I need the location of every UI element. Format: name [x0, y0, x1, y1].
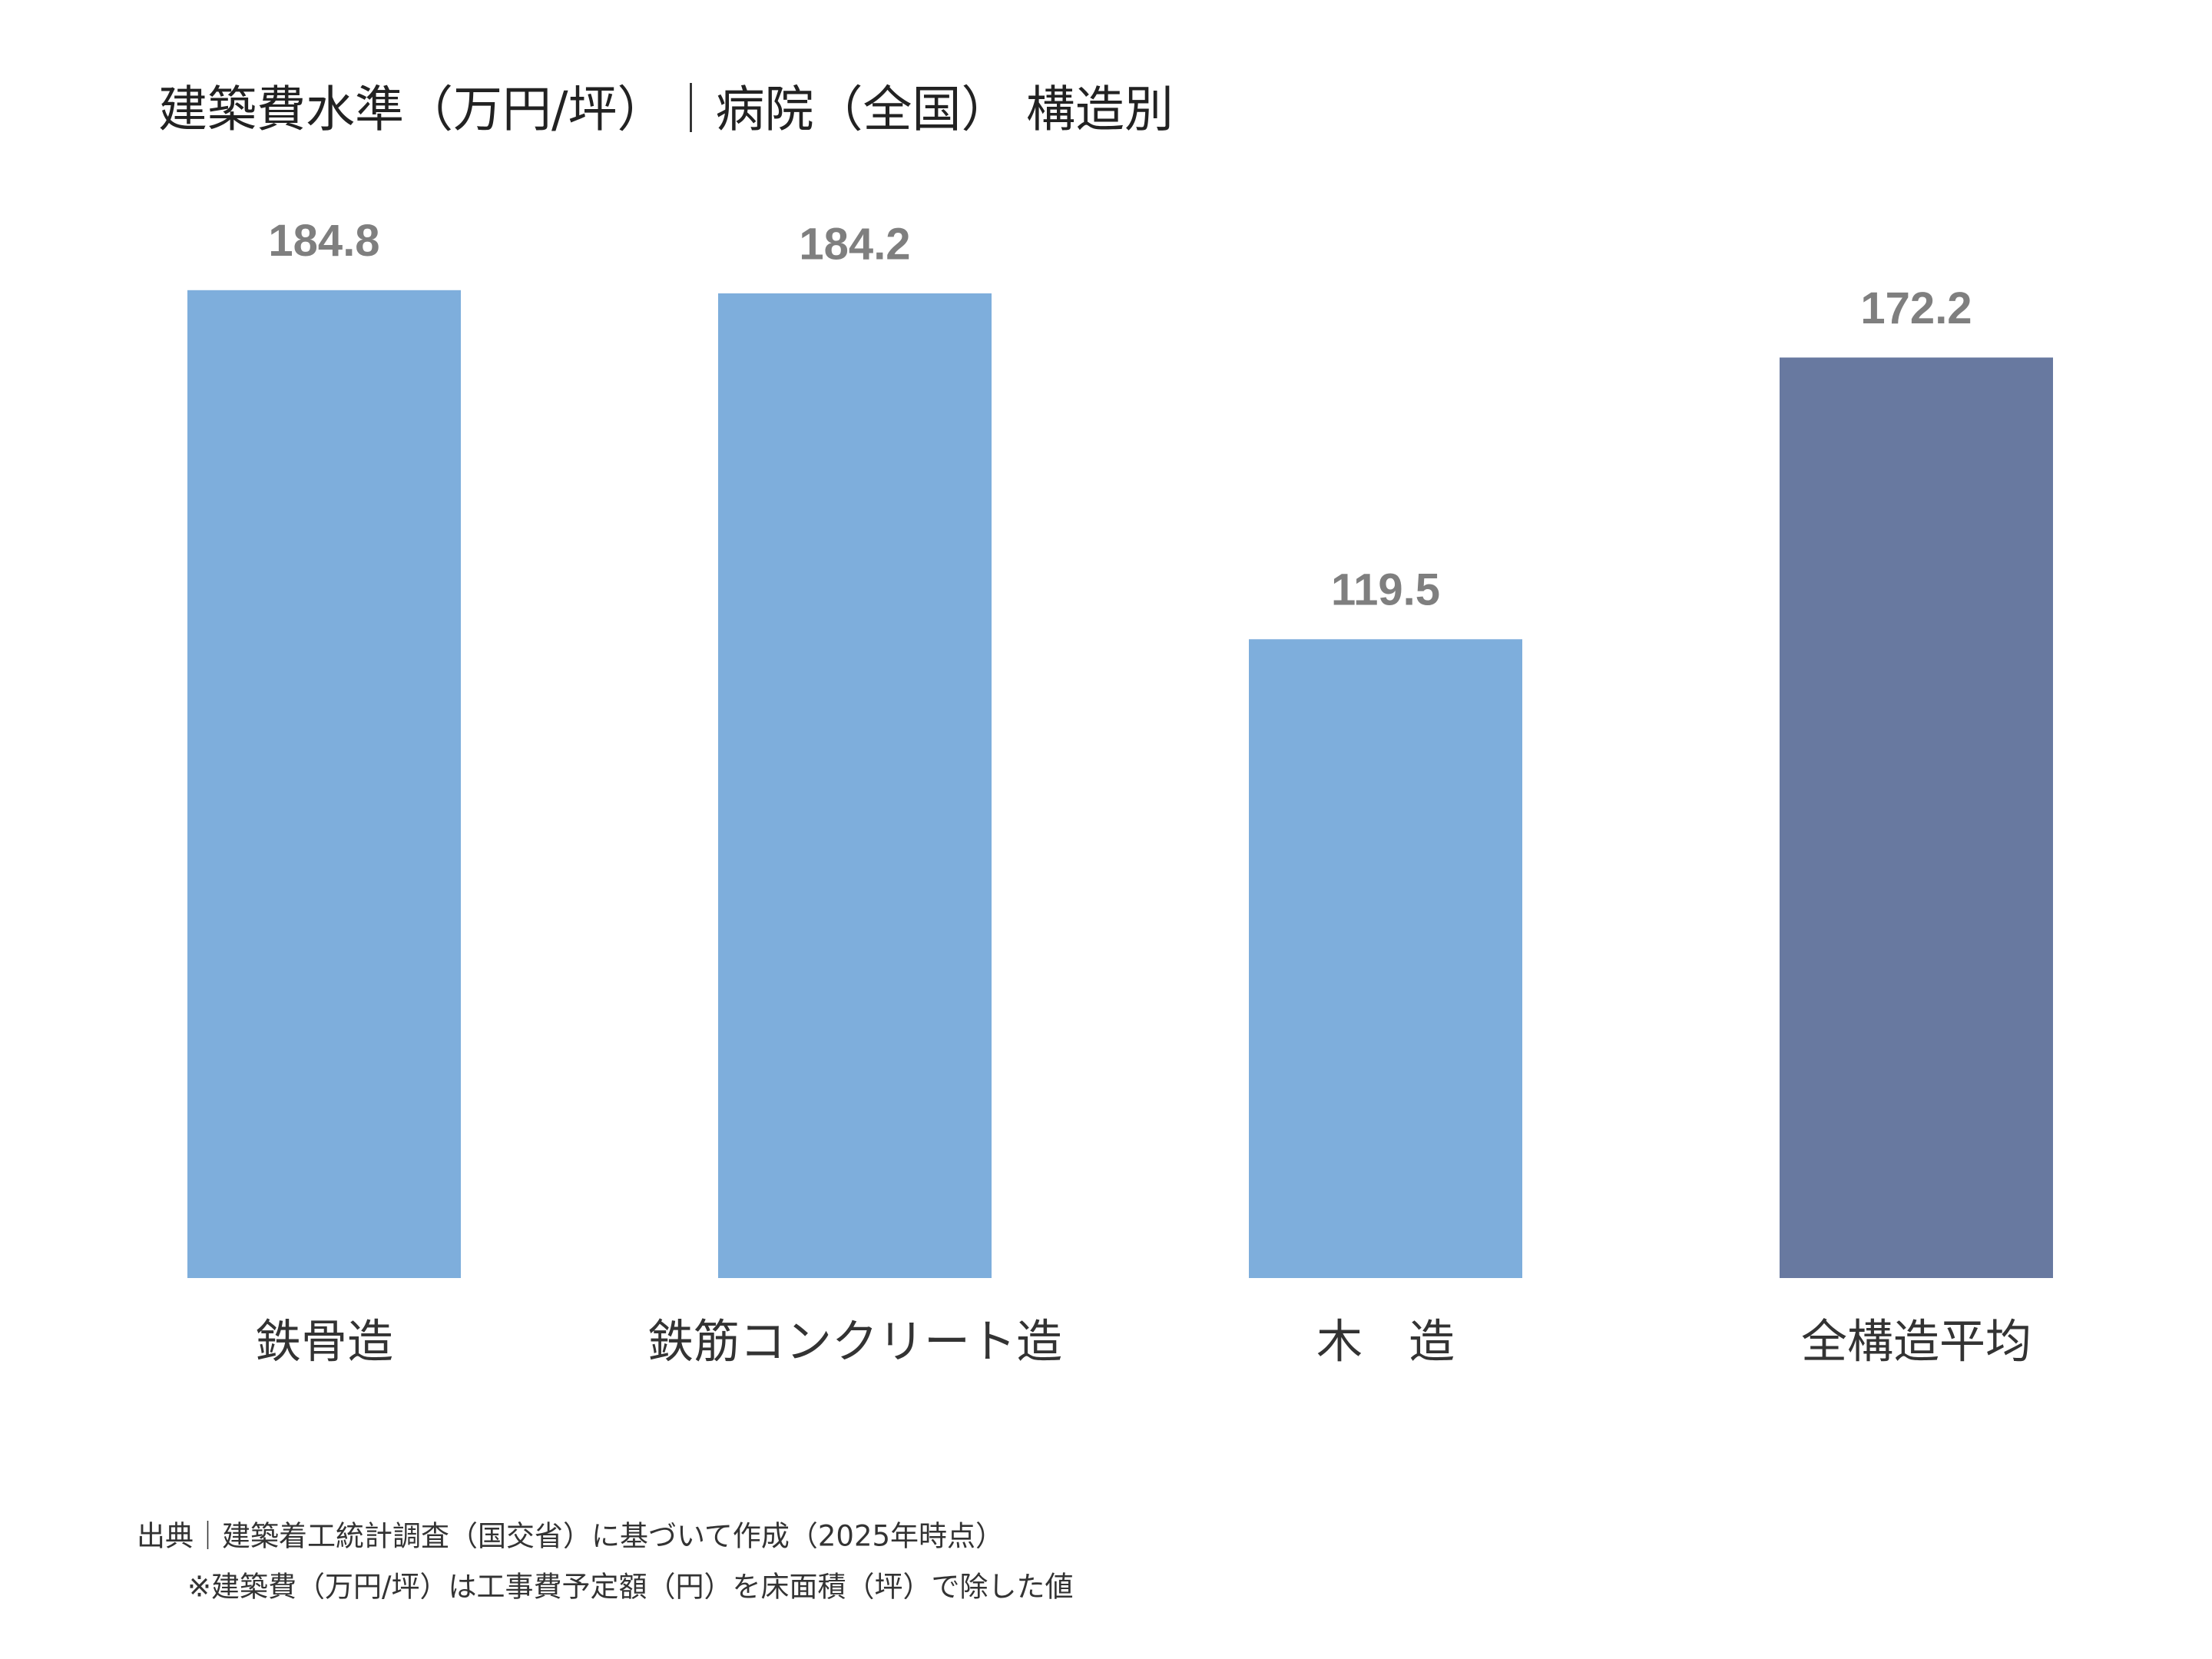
bar: [718, 293, 992, 1278]
x-tick-label: 木 造: [1316, 1316, 1455, 1369]
value-label: 119.5: [1331, 565, 1440, 615]
x-tick-label: 鉄筋コンクリート造: [647, 1316, 1062, 1369]
x-tick-label: 全構造平均: [1801, 1316, 2032, 1369]
bar: [1780, 357, 2053, 1278]
footnote: 出典｜建築着工統計調査（国交省）に基づいて作成（2025年時点）: [137, 1520, 1004, 1553]
value-label: 184.2: [799, 219, 910, 269]
chart-title: 建築費水準（万円/坪）｜病院（全国） 構造別: [158, 82, 1174, 139]
x-tick-label: 鉄骨造: [255, 1316, 393, 1369]
value-label: 184.8: [268, 216, 379, 266]
bar: [1249, 639, 1522, 1278]
footnote: ※建築費（万円/坪）は工事費予定額（円）を床面積（坪）で除した値: [187, 1571, 1073, 1604]
bar: [187, 290, 461, 1278]
value-label: 172.2: [1860, 283, 1972, 333]
